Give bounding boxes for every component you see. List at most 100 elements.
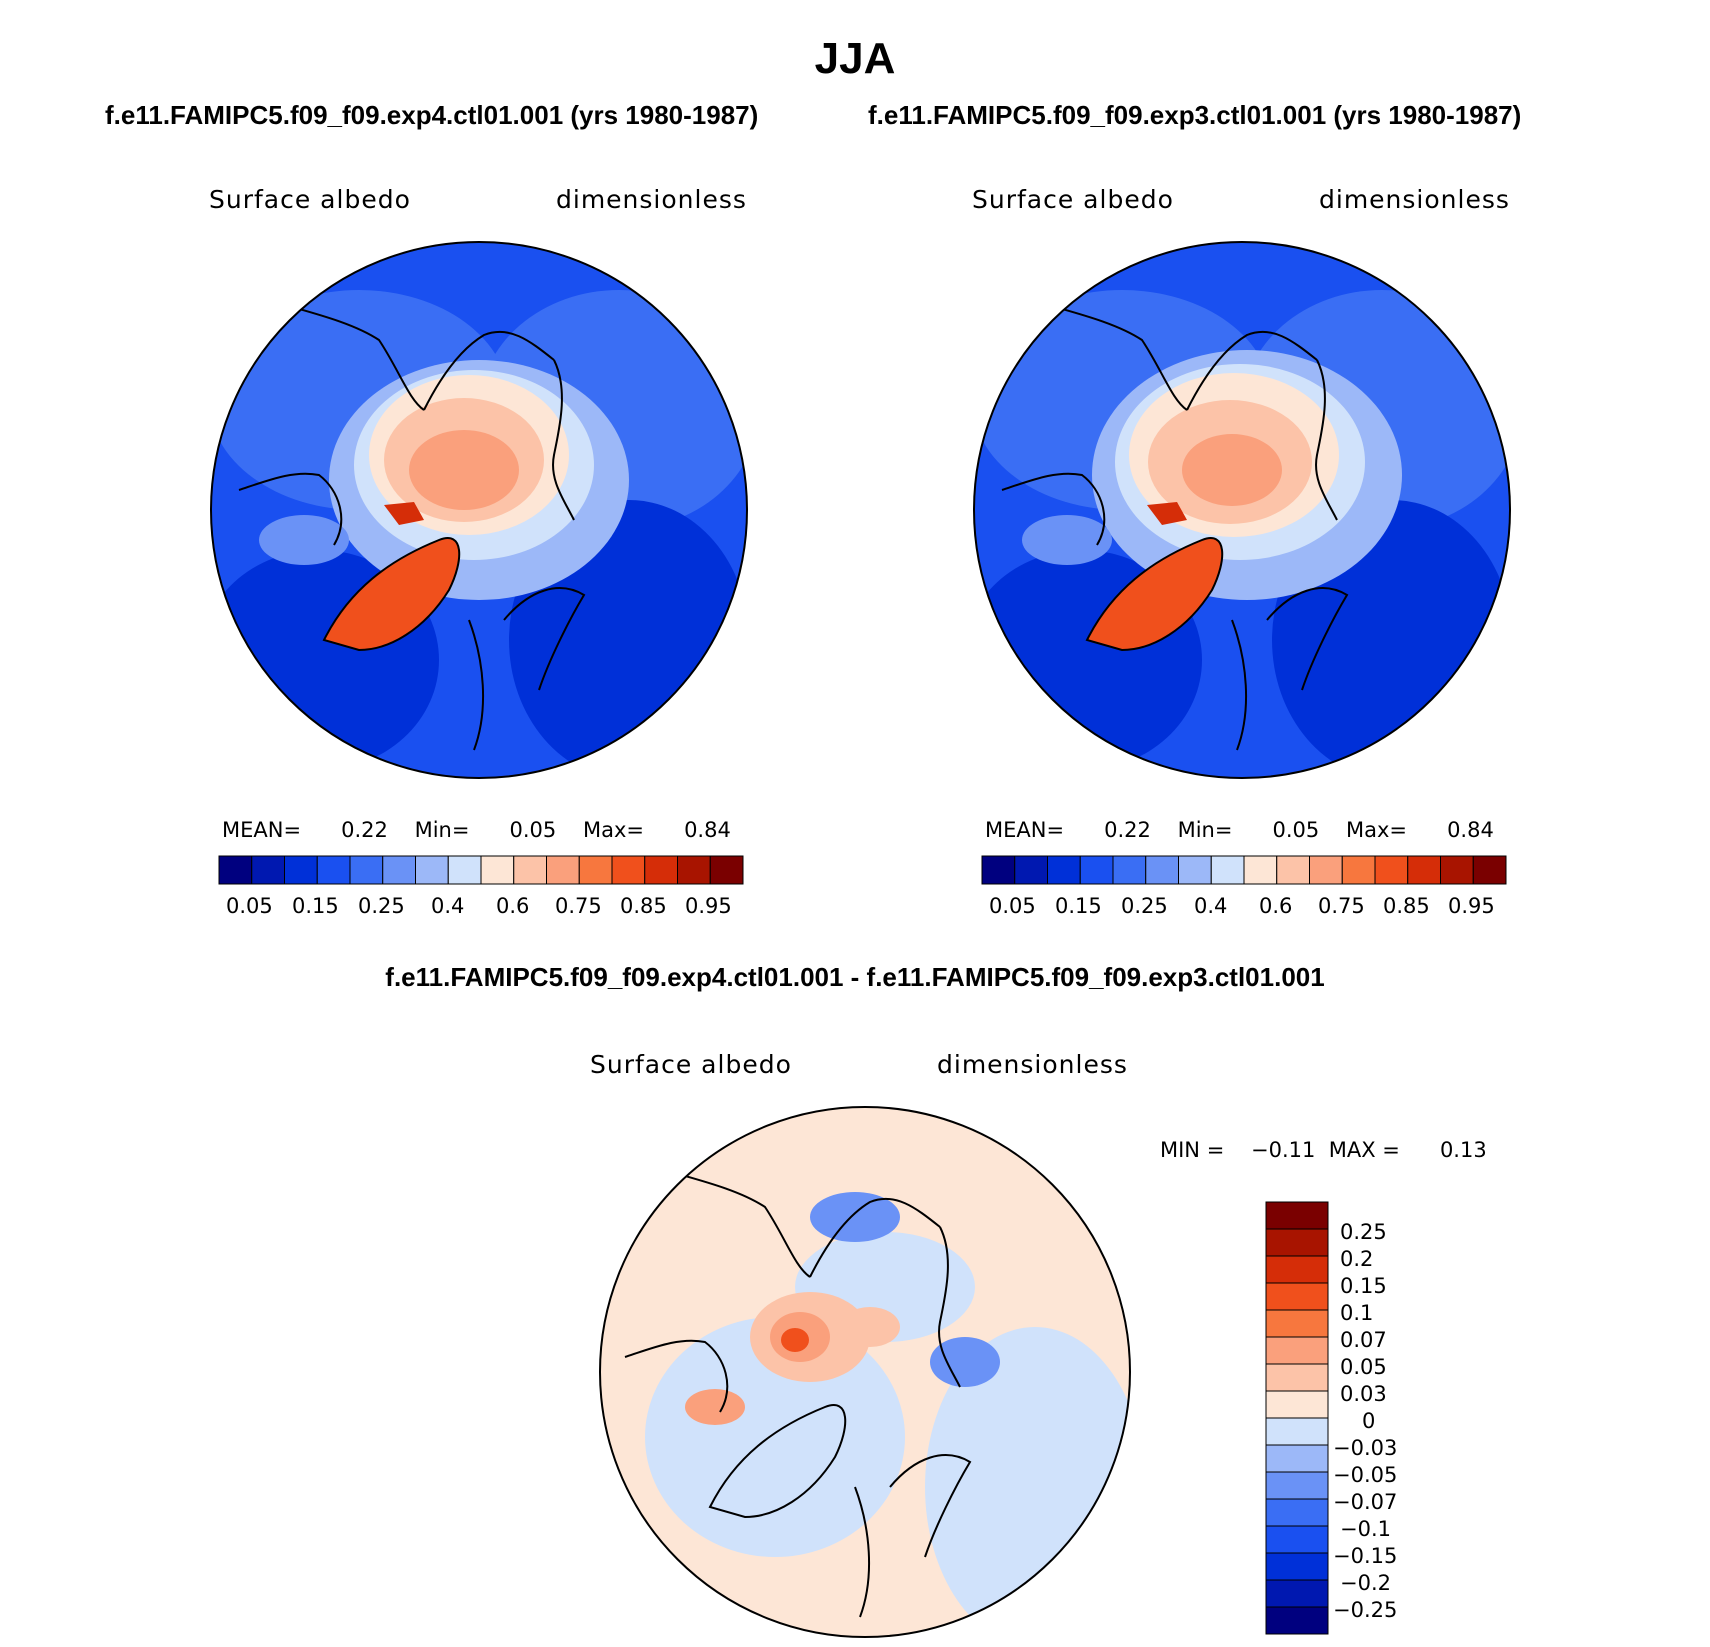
min-value: 0.05 (1272, 818, 1320, 842)
colorbar-diff-tick: −0.03 (1333, 1436, 1398, 1460)
colorbar-swatch (1265, 1606, 1329, 1635)
panel2-variable-label: Surface albedo (972, 185, 1174, 214)
colorbar-diff-tick: 0.07 (1340, 1328, 1387, 1352)
colorbar-diff-tick: 0.03 (1340, 1382, 1387, 1406)
colorbar-swatch (981, 855, 1016, 885)
colorbar-swatch (513, 855, 547, 885)
colorbar-swatch (1407, 855, 1441, 885)
colorbar-swatch (447, 855, 482, 885)
colorbar-swatch (1265, 1471, 1329, 1500)
mean-label: MEAN= (222, 818, 302, 842)
colorbar-swatch (644, 855, 678, 885)
colorbar-swatch (1178, 855, 1212, 885)
colorbar-diff-tick: −0.05 (1333, 1463, 1398, 1487)
colorbar-difference (1265, 1201, 1329, 1635)
colorbar-swatch (1243, 855, 1278, 885)
colorbar-swatch (1265, 1552, 1329, 1581)
polar-map-case2 (973, 241, 1511, 779)
colorbar-swatch (1265, 1201, 1329, 1230)
panel2-units-label: dimensionless (1319, 185, 1510, 214)
min-value: −0.11 (1251, 1138, 1316, 1162)
case2-title: f.e11.FAMIPC5.f09_f09.exp3.ctl01.001 (yr… (868, 100, 1522, 130)
colorbar-swatch (611, 855, 646, 885)
colorbar-diff-tick: 0.15 (1340, 1274, 1387, 1298)
colorbar-swatch (1265, 1228, 1329, 1257)
min-value: 0.05 (509, 818, 557, 842)
colorbar1-tick: 0.15 (292, 894, 339, 918)
mean-label: MEAN= (985, 818, 1065, 842)
colorbar-swatch (1265, 1417, 1329, 1446)
panel3-stats: MIN = −0.11 MAX = 0.13 (1160, 1138, 1487, 1162)
colorbar1-tick: 0.85 (620, 894, 667, 918)
colorbar-swatch (1276, 855, 1310, 885)
colorbar1-tick: 0.95 (685, 894, 732, 918)
polar-map-difference (599, 1106, 1131, 1638)
colorbar2-tick: 0.85 (1383, 894, 1430, 918)
panel1-units-label: dimensionless (556, 185, 747, 214)
colorbar2-tick: 0.05 (989, 894, 1036, 918)
colorbar-swatch (546, 855, 580, 885)
max-label: Max= (1345, 818, 1407, 842)
colorbar-swatch (349, 855, 384, 885)
colorbar-swatch (1014, 855, 1048, 885)
min-label: Min= (1177, 818, 1233, 842)
colorbar-swatch (1047, 855, 1081, 885)
mean-value: 0.22 (1104, 818, 1151, 842)
min-label: Min= (414, 818, 470, 842)
colorbar-swatch (1265, 1525, 1329, 1554)
colorbar-case2 (981, 855, 1507, 885)
colorbar-swatch (1265, 1579, 1329, 1608)
colorbar-diff-tick: 0.2 (1340, 1247, 1374, 1271)
colorbar2-tick: 0.25 (1121, 894, 1168, 918)
colorbar-diff-tick: 0.05 (1340, 1355, 1387, 1379)
colorbar1-tick: 0.25 (358, 894, 405, 918)
colorbar-case1 (218, 855, 744, 885)
colorbar-swatch (316, 855, 351, 885)
colorbar-swatch (1309, 855, 1343, 885)
colorbar2-tick: 0.15 (1055, 894, 1102, 918)
panel1-variable-label: Surface albedo (209, 185, 411, 214)
colorbar-swatch (415, 855, 449, 885)
colorbar-swatch (1265, 1282, 1329, 1311)
colorbar-diff-tick: −0.1 (1340, 1517, 1391, 1541)
colorbar-swatch (1374, 855, 1409, 885)
colorbar-swatch (1112, 855, 1147, 885)
mean-value: 0.22 (341, 818, 388, 842)
max-value: 0.84 (684, 818, 731, 842)
colorbar1-tick: 0.6 (496, 894, 530, 918)
colorbar-diff-tick: 0.25 (1340, 1220, 1387, 1244)
colorbar-swatch (1341, 855, 1376, 885)
colorbar-swatch (1079, 855, 1114, 885)
colorbar1-tick: 0.4 (431, 894, 465, 918)
colorbar-swatch (1145, 855, 1179, 885)
panel2-stats: MEAN= 0.22 Min= 0.05 Max= 0.84 (985, 818, 1494, 842)
colorbar2-tick: 0.4 (1194, 894, 1228, 918)
colorbar2-tick: 0.95 (1448, 894, 1495, 918)
max-value: 0.13 (1439, 1138, 1487, 1162)
colorbar-swatch (1265, 1444, 1329, 1473)
colorbar-swatch (1210, 855, 1245, 885)
colorbar1-tick: 0.05 (226, 894, 273, 918)
colorbar-swatch (1265, 1336, 1329, 1365)
colorbar-diff-tick: −0.07 (1333, 1490, 1398, 1514)
min-label: MIN = (1160, 1138, 1225, 1162)
colorbar-diff-tick: −0.2 (1340, 1571, 1391, 1595)
figure-title: JJA (814, 34, 896, 83)
polar-map-case1 (210, 241, 748, 779)
colorbar-swatch (1265, 1363, 1329, 1392)
colorbar2-tick: 0.75 (1318, 894, 1365, 918)
difference-title: f.e11.FAMIPC5.f09_f09.exp4.ctl01.001 - f… (385, 962, 1325, 992)
colorbar-swatch (382, 855, 416, 885)
colorbar-swatch (284, 855, 318, 885)
max-label: MAX = (1328, 1138, 1400, 1162)
colorbar-swatch (1265, 1498, 1329, 1527)
colorbar-swatch (1440, 855, 1474, 885)
max-label: Max= (582, 818, 644, 842)
colorbar1-tick: 0.75 (555, 894, 602, 918)
colorbar-swatch (480, 855, 515, 885)
colorbar-swatch (709, 855, 744, 885)
colorbar2-tick: 0.6 (1259, 894, 1293, 918)
colorbar-swatch (1472, 855, 1507, 885)
colorbar-swatch (251, 855, 285, 885)
colorbar-swatch (677, 855, 711, 885)
